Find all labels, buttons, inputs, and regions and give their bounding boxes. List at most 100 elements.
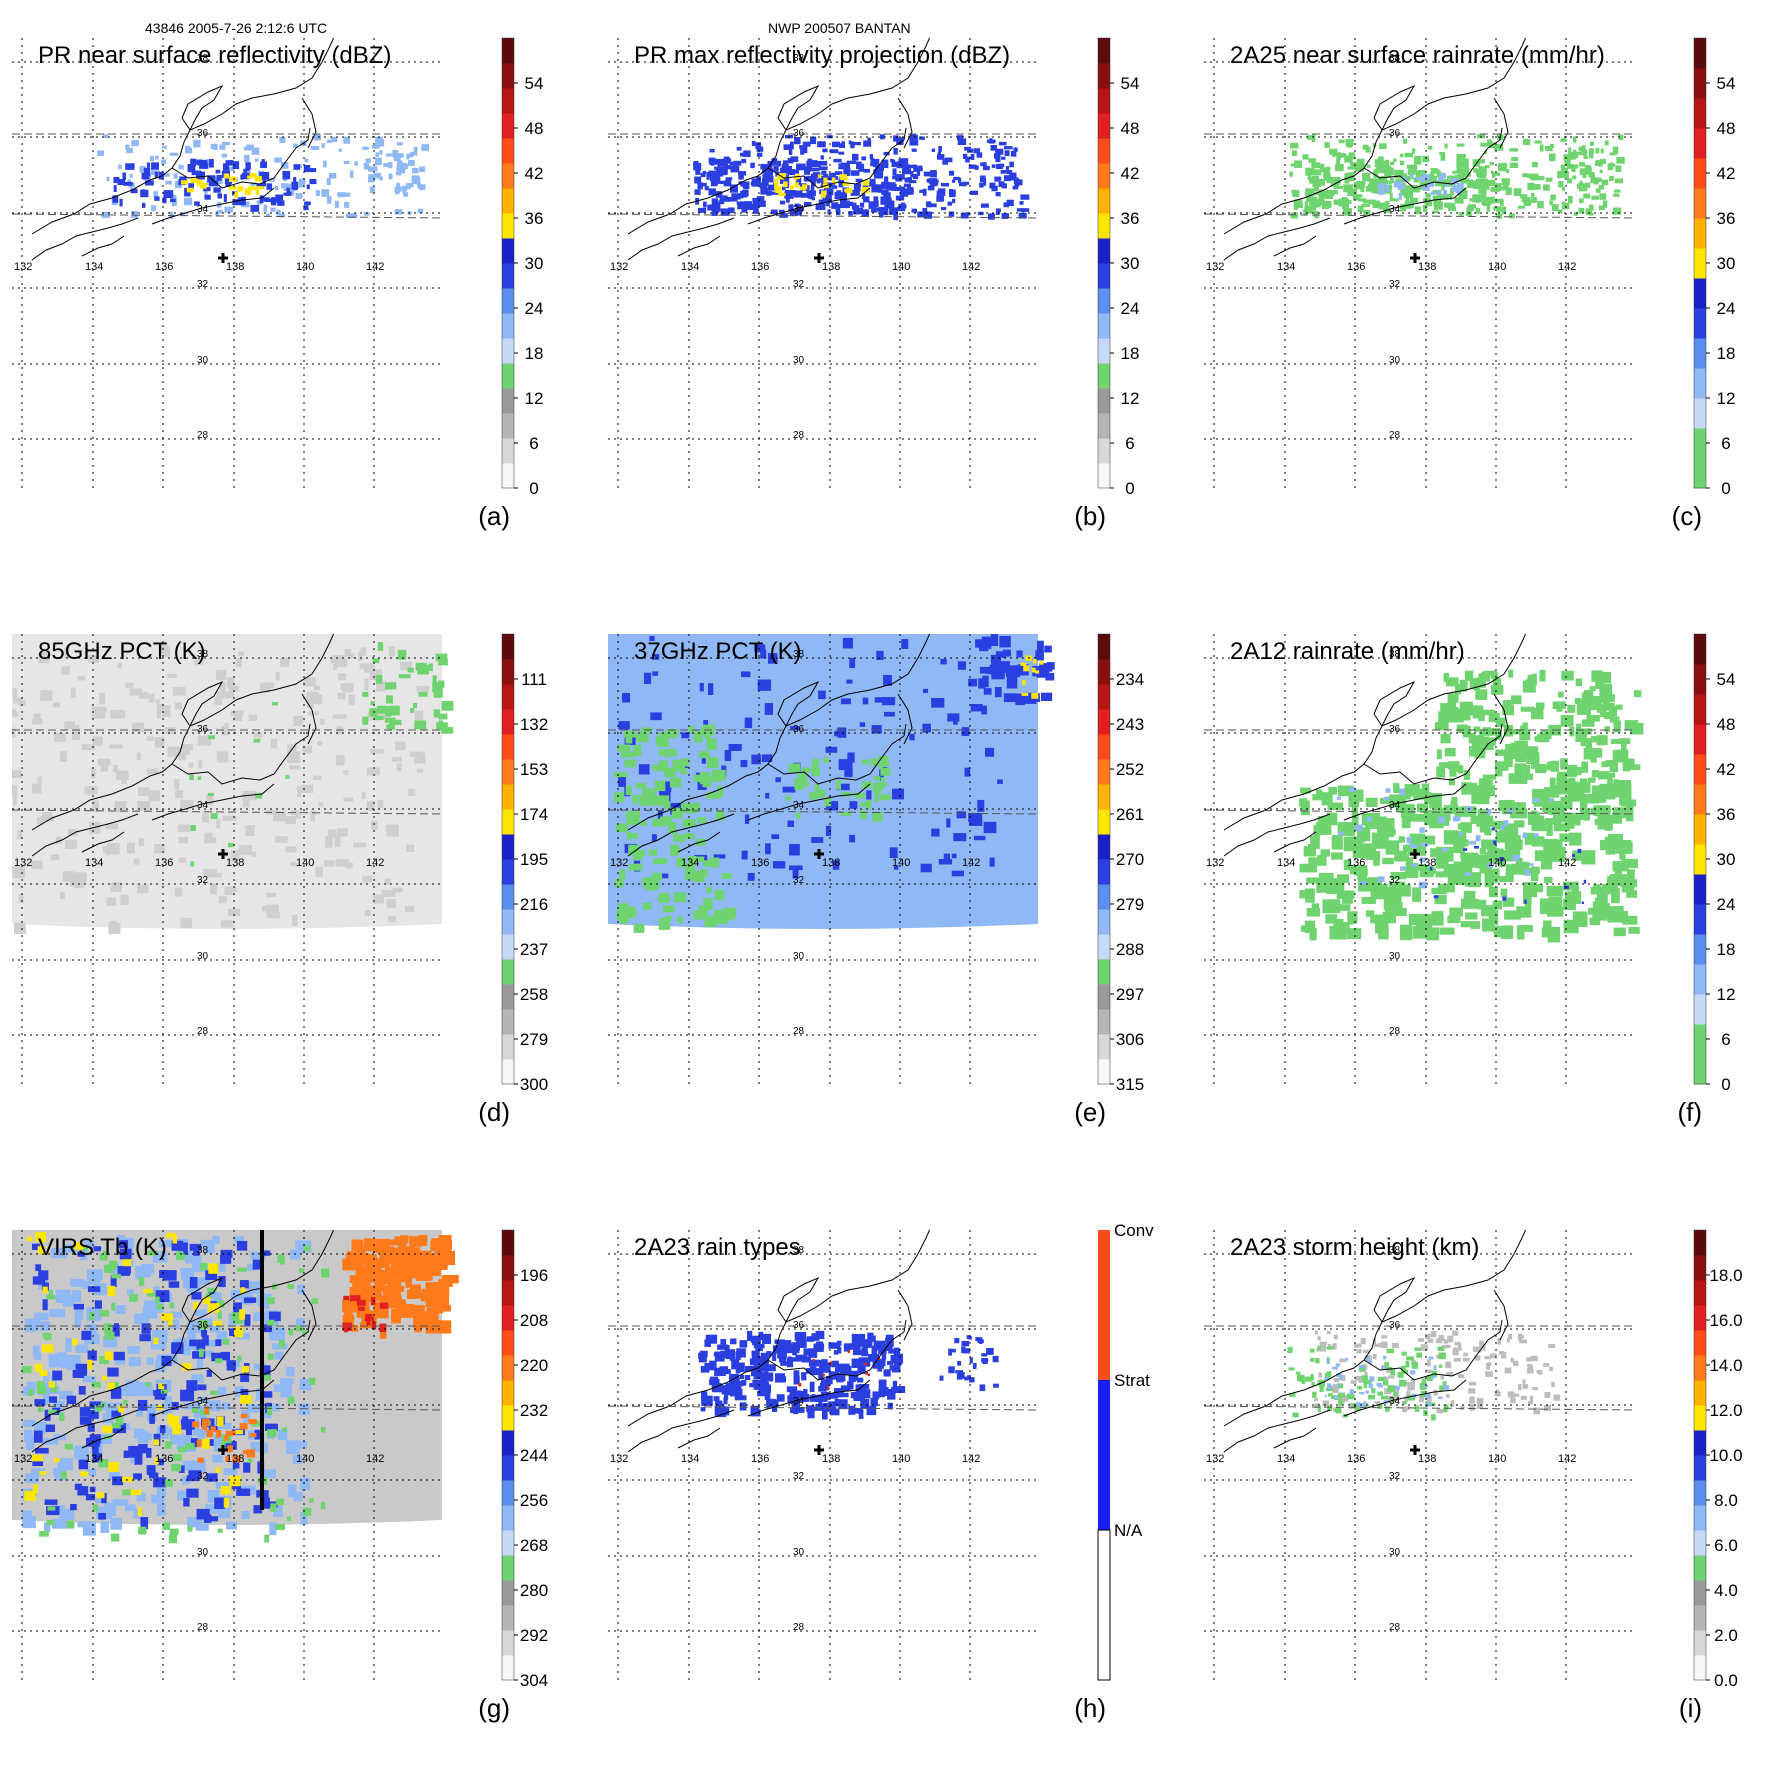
data-cell (791, 1400, 801, 1409)
data-cell (1380, 797, 1397, 804)
data-cell (760, 187, 768, 195)
data-cell (858, 1357, 870, 1364)
data-cell (1331, 834, 1343, 850)
data-cell (80, 1471, 89, 1477)
data-cell (789, 141, 794, 150)
data-cell (412, 167, 419, 174)
data-cell (280, 1384, 292, 1398)
data-cell (1469, 678, 1477, 689)
data-cell (618, 903, 628, 911)
data-cell (130, 188, 138, 194)
data-cell (812, 1358, 815, 1362)
data-cell (1486, 1363, 1491, 1370)
colorbar-segment (1694, 1024, 1706, 1055)
latitude-label: 30 (793, 951, 805, 962)
data-cell (856, 207, 864, 213)
data-cell (59, 1390, 73, 1400)
data-cell (196, 171, 205, 180)
data-cell (60, 1471, 67, 1479)
data-cell (118, 1405, 125, 1413)
data-cell (753, 1365, 760, 1375)
data-cell (1489, 161, 1495, 166)
coastline (1373, 84, 1416, 131)
coastline (1273, 831, 1317, 853)
data-cell (1463, 158, 1469, 165)
data-cell (727, 207, 735, 214)
panel-title: 2A25 near surface rainrate (mm/hr) (1230, 42, 1605, 69)
data-cell (55, 1289, 71, 1304)
data-cell (948, 211, 955, 217)
data-cell (215, 211, 219, 217)
data-cell (998, 181, 1005, 187)
colorbar-tick-label: 292 (520, 1626, 548, 1645)
data-cell (731, 193, 741, 200)
data-cell (334, 200, 339, 208)
latitude-label: 30 (1389, 355, 1401, 366)
data-cell (204, 1243, 215, 1254)
data-cell (1474, 735, 1482, 743)
data-cell (1402, 173, 1407, 177)
data-cell (1522, 722, 1528, 731)
data-cell (379, 1323, 387, 1332)
data-cell (1403, 175, 1411, 182)
data-cell (1366, 164, 1371, 168)
data-cell (878, 755, 889, 766)
data-cell (1520, 194, 1528, 199)
data-cell (101, 211, 110, 218)
data-cell (1332, 1383, 1341, 1390)
longitude-label: 138 (226, 261, 244, 273)
data-cell (1607, 778, 1613, 786)
data-cell (369, 1261, 380, 1269)
data-cell (369, 708, 377, 717)
data-cell (1399, 788, 1406, 796)
data-cell (1450, 183, 1456, 188)
data-cell (671, 807, 683, 819)
data-cell (1427, 1338, 1434, 1343)
data-cell (1614, 178, 1624, 184)
data-cell (59, 892, 65, 899)
data-cell (296, 1318, 306, 1329)
data-cell (220, 691, 235, 699)
data-cell (370, 701, 376, 706)
data-cell (845, 188, 853, 194)
data-cell (1311, 162, 1321, 169)
data-cell (101, 1402, 110, 1409)
data-cell (1620, 879, 1637, 888)
data-cell (1599, 683, 1613, 696)
data-cell (221, 153, 228, 158)
data-cell (177, 747, 191, 755)
data-cell (836, 190, 842, 197)
data-cell (790, 1357, 802, 1362)
colorbar-tick-label: N/A (1114, 1521, 1143, 1540)
colorbar-segment (1694, 128, 1706, 159)
data-cell (1438, 1352, 1446, 1360)
data-cell (882, 697, 896, 706)
data-cell (12, 866, 25, 879)
latitude-label: 36 (1389, 128, 1401, 139)
data-cell (419, 1253, 436, 1266)
data-cell (1039, 663, 1053, 672)
data-cell (203, 871, 212, 876)
data-cell (962, 153, 968, 160)
data-cell (1533, 1407, 1540, 1415)
data-cell (887, 1402, 893, 1410)
latitude-label: 28 (197, 1026, 209, 1037)
data-cell (365, 158, 371, 164)
data-cell (830, 1409, 840, 1416)
data-cell (194, 1277, 210, 1285)
data-cell (1457, 869, 1467, 885)
data-cell (377, 1302, 389, 1316)
data-cell (245, 164, 250, 172)
coastline (677, 831, 721, 853)
data-cell (1477, 1346, 1482, 1353)
data-cell (1490, 684, 1504, 695)
data-cell (1317, 1405, 1322, 1413)
data-cell (115, 1305, 126, 1314)
data-cell (113, 185, 117, 192)
data-cell (1425, 1393, 1431, 1399)
data-cell (88, 654, 100, 663)
data-cell (247, 1458, 253, 1463)
data-cell (51, 1247, 68, 1259)
colorbar-segment (502, 1355, 514, 1381)
data-cell (822, 1409, 828, 1420)
